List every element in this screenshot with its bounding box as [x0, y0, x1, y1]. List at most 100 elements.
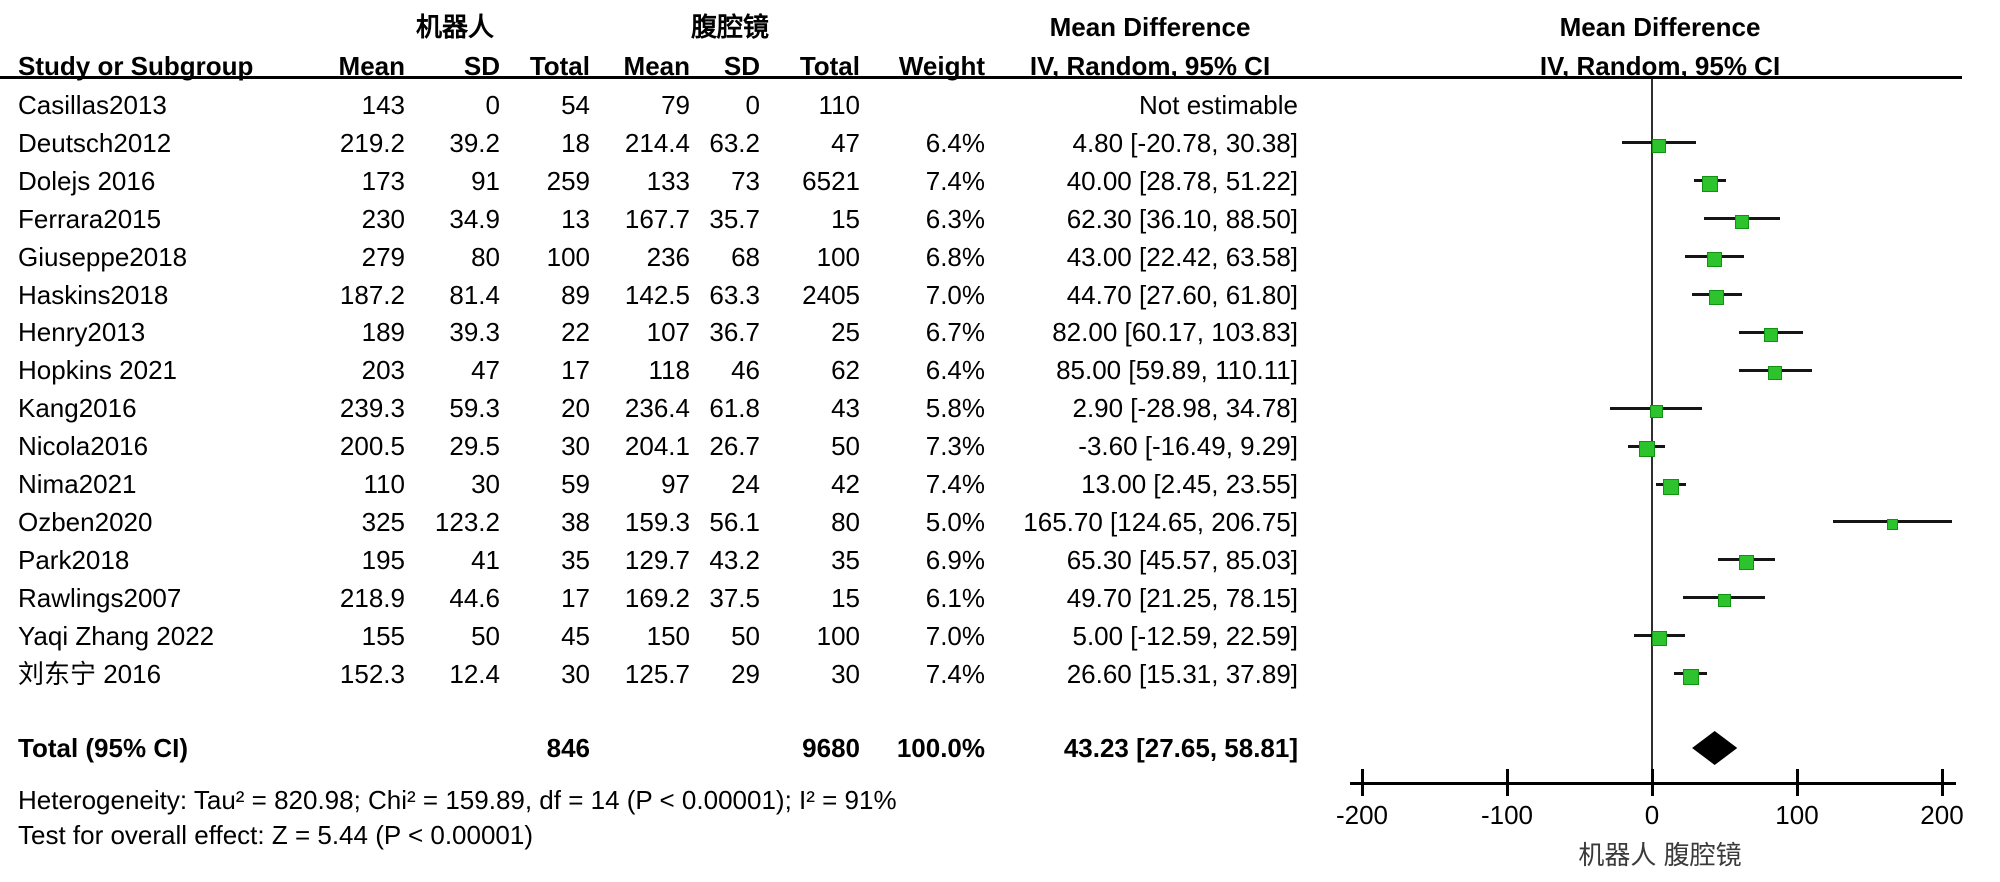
- total1-cell: 54: [561, 90, 590, 120]
- x-axis-tick: [1940, 769, 1944, 796]
- total2-cell: 15: [831, 203, 860, 234]
- ci_text-cell: 62.30 [36.10, 88.50]: [1066, 203, 1298, 234]
- study-name-cell: Henry2013: [18, 317, 146, 348]
- mean1-cell: 218.9: [339, 582, 405, 613]
- ci_text-cell: 49.70 [21.25, 78.15]: [1066, 582, 1298, 613]
- ci_text-cell: 65.30 [45.57, 85.03]: [1066, 544, 1298, 575]
- study-name-cell: Dolejs 2016: [18, 165, 156, 196]
- study-name-cell: Haskins2018: [18, 279, 169, 310]
- mean1-cell: 279: [361, 241, 405, 272]
- ci_text-cell: 4.80 [-20.78, 30.38]: [1072, 127, 1298, 158]
- total2-cell: 62: [831, 355, 860, 386]
- weight-cell: 6.3%: [925, 203, 985, 234]
- study-name-cell: Rawlings2007: [18, 582, 182, 613]
- weight-col-header: Weight: [898, 51, 985, 81]
- sd2-cell: 73: [731, 165, 760, 196]
- sd1-cell: 39.2: [449, 127, 500, 158]
- study-name-cell: Nicola2016: [18, 431, 149, 462]
- mean2-cell: 107: [646, 317, 690, 348]
- mean2-cell: 167.7: [624, 203, 690, 234]
- effect-square: [1717, 594, 1731, 608]
- weight-cell: 7.4%: [925, 658, 985, 689]
- sd1-cell: 0: [485, 90, 500, 120]
- total-row-total1: 846: [546, 733, 590, 763]
- total-row-total2: 9680: [802, 733, 860, 763]
- effect-square: [1702, 175, 1718, 192]
- ci_text-cell: 165.70 [124.65, 206.75]: [1023, 506, 1298, 537]
- weight-cell: 6.4%: [925, 127, 985, 158]
- weight-cell: 7.0%: [925, 620, 985, 651]
- sd2-cell: 50: [731, 620, 760, 651]
- mean1-cell: 143: [361, 90, 405, 120]
- sd1-cell: 81.4: [449, 279, 500, 310]
- weight-cell: 6.1%: [925, 582, 985, 613]
- total2-cell: 2405: [802, 279, 860, 310]
- mean2-cell: 133: [646, 165, 690, 196]
- sd2-cell: 63.3: [709, 279, 760, 310]
- effect-square: [1735, 214, 1750, 229]
- sd1-cell: 50: [471, 620, 500, 651]
- sd1-cell: 41: [471, 544, 500, 575]
- sd1-cell: 29.5: [449, 431, 500, 462]
- mean2-cell: 236: [646, 241, 690, 272]
- x-axis-tick-label: 100: [1775, 800, 1819, 830]
- total-row-ci: 43.23 [27.65, 58.81]: [1063, 733, 1298, 763]
- sd1-cell: 39.3: [449, 317, 500, 348]
- mean2-cell: 150: [646, 620, 690, 651]
- effect-square: [1706, 252, 1722, 268]
- sd2-cell: 35.7: [709, 203, 760, 234]
- total1-cell: 20: [561, 393, 590, 424]
- mean1-cell: 155: [361, 620, 405, 651]
- sd1-cell: 12.4: [449, 658, 500, 689]
- mean1-cell: 189: [361, 317, 405, 348]
- sd2-cell: 46: [731, 355, 760, 386]
- mean1-cell: 200.5: [339, 431, 405, 462]
- effect-square: [1662, 479, 1679, 495]
- ci_text-cell: 2.90 [-28.98, 34.78]: [1072, 393, 1298, 424]
- mean2-cell: 204.1: [624, 431, 690, 462]
- sd1-cell: 34.9: [449, 203, 500, 234]
- mean2-cell: 142.5: [624, 279, 690, 310]
- sd2-cell: 29: [731, 658, 760, 689]
- total1-cell: 17: [561, 355, 590, 386]
- total1-cell: 30: [561, 658, 590, 689]
- weight-cell: 5.0%: [925, 506, 985, 537]
- study-name-cell: Park2018: [18, 544, 130, 575]
- group1-header: 机器人: [415, 12, 494, 42]
- sd1-cell: 30: [471, 469, 500, 499]
- total2-cell: 6521: [802, 165, 860, 196]
- total2-cell: 100: [816, 241, 860, 272]
- weight-cell: 7.4%: [925, 165, 985, 196]
- weight-cell: 6.4%: [925, 355, 985, 386]
- total1-cell: 45: [561, 620, 590, 651]
- sd2-cell: 63.2: [709, 127, 760, 158]
- effect-square: [1638, 441, 1655, 458]
- sd1-cell: 44.6: [449, 582, 500, 613]
- mean1-cell: 219.2: [339, 127, 405, 158]
- total2-cell: 110: [818, 90, 860, 120]
- mean1-cell: 173: [361, 165, 405, 196]
- total2-cell: 100: [816, 620, 860, 651]
- sd2-cell: 26.7: [709, 431, 760, 462]
- x-axis-tick-label: 200: [1920, 800, 1964, 830]
- sd2-cell: 36.7: [709, 317, 760, 348]
- sd2-cell: 56.1: [709, 506, 760, 537]
- plot-column-subtitle: IV, Random, 95% CI: [1539, 51, 1781, 81]
- sd2-cell: 24: [731, 469, 760, 499]
- total2-cell: 80: [831, 506, 860, 537]
- mean1-cell: 325: [361, 506, 405, 537]
- mean2-cell: 79: [661, 90, 690, 120]
- ci_text-cell: -3.60 [-16.49, 9.29]: [1078, 431, 1298, 462]
- x-axis-tick: [1795, 769, 1799, 796]
- mean1-cell: 110: [363, 469, 405, 499]
- total1-cell: 30: [561, 431, 590, 462]
- x-axis-tick: [1505, 769, 1509, 796]
- sd2-cell: 0: [745, 90, 760, 120]
- effect-square: [1651, 138, 1666, 153]
- mean2-cell: 169.2: [624, 582, 690, 613]
- x-axis-tick: [1360, 769, 1364, 796]
- total1-cell: 17: [561, 582, 590, 613]
- total2-cell: 42: [831, 469, 860, 499]
- total1-cell: 35: [561, 544, 590, 575]
- weight-cell: 6.8%: [925, 241, 985, 272]
